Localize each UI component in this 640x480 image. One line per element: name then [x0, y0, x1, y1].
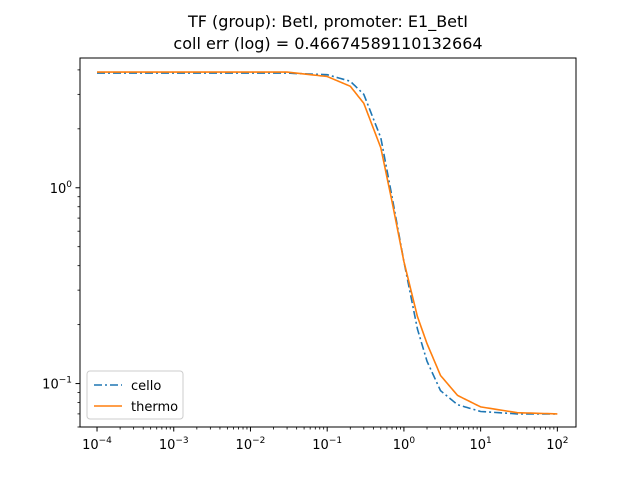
y-tick-label-exp: 0 — [66, 180, 72, 190]
x-tick-label-exp: 0 — [409, 436, 415, 446]
x-tick-label-base: 10 — [236, 438, 253, 453]
legend: cello thermo — [87, 371, 183, 419]
x-tick-label-base: 10 — [393, 438, 410, 453]
x-tick-label-base: 10 — [82, 438, 99, 453]
x-tick-label-exp: −1 — [329, 436, 342, 446]
legend-label-cello: cello — [131, 379, 161, 394]
y-tick-label-exp: −1 — [59, 376, 72, 386]
x-tick-label-exp: 1 — [486, 436, 492, 446]
x-tick-label-base: 10 — [469, 438, 486, 453]
x-tick-label-exp: −2 — [252, 436, 265, 446]
x-tick-label-base: 10 — [312, 438, 329, 453]
x-tick-label-base: 10 — [546, 438, 563, 453]
x-tick-label-base: 10 — [159, 438, 176, 453]
chart-title: TF (group): BetI, promoter: E1_BetI — [187, 12, 468, 32]
x-tick-label-exp: −3 — [175, 436, 188, 446]
x-tick-label-exp: 2 — [563, 436, 569, 446]
legend-label-thermo: thermo — [131, 400, 178, 415]
x-tick-label-exp: −4 — [99, 436, 113, 446]
y-tick-label-base: 10 — [50, 182, 67, 197]
y-tick-label-base: 10 — [42, 378, 59, 393]
chart-subtitle: coll err (log) = 0.46674589110132664 — [173, 34, 482, 53]
